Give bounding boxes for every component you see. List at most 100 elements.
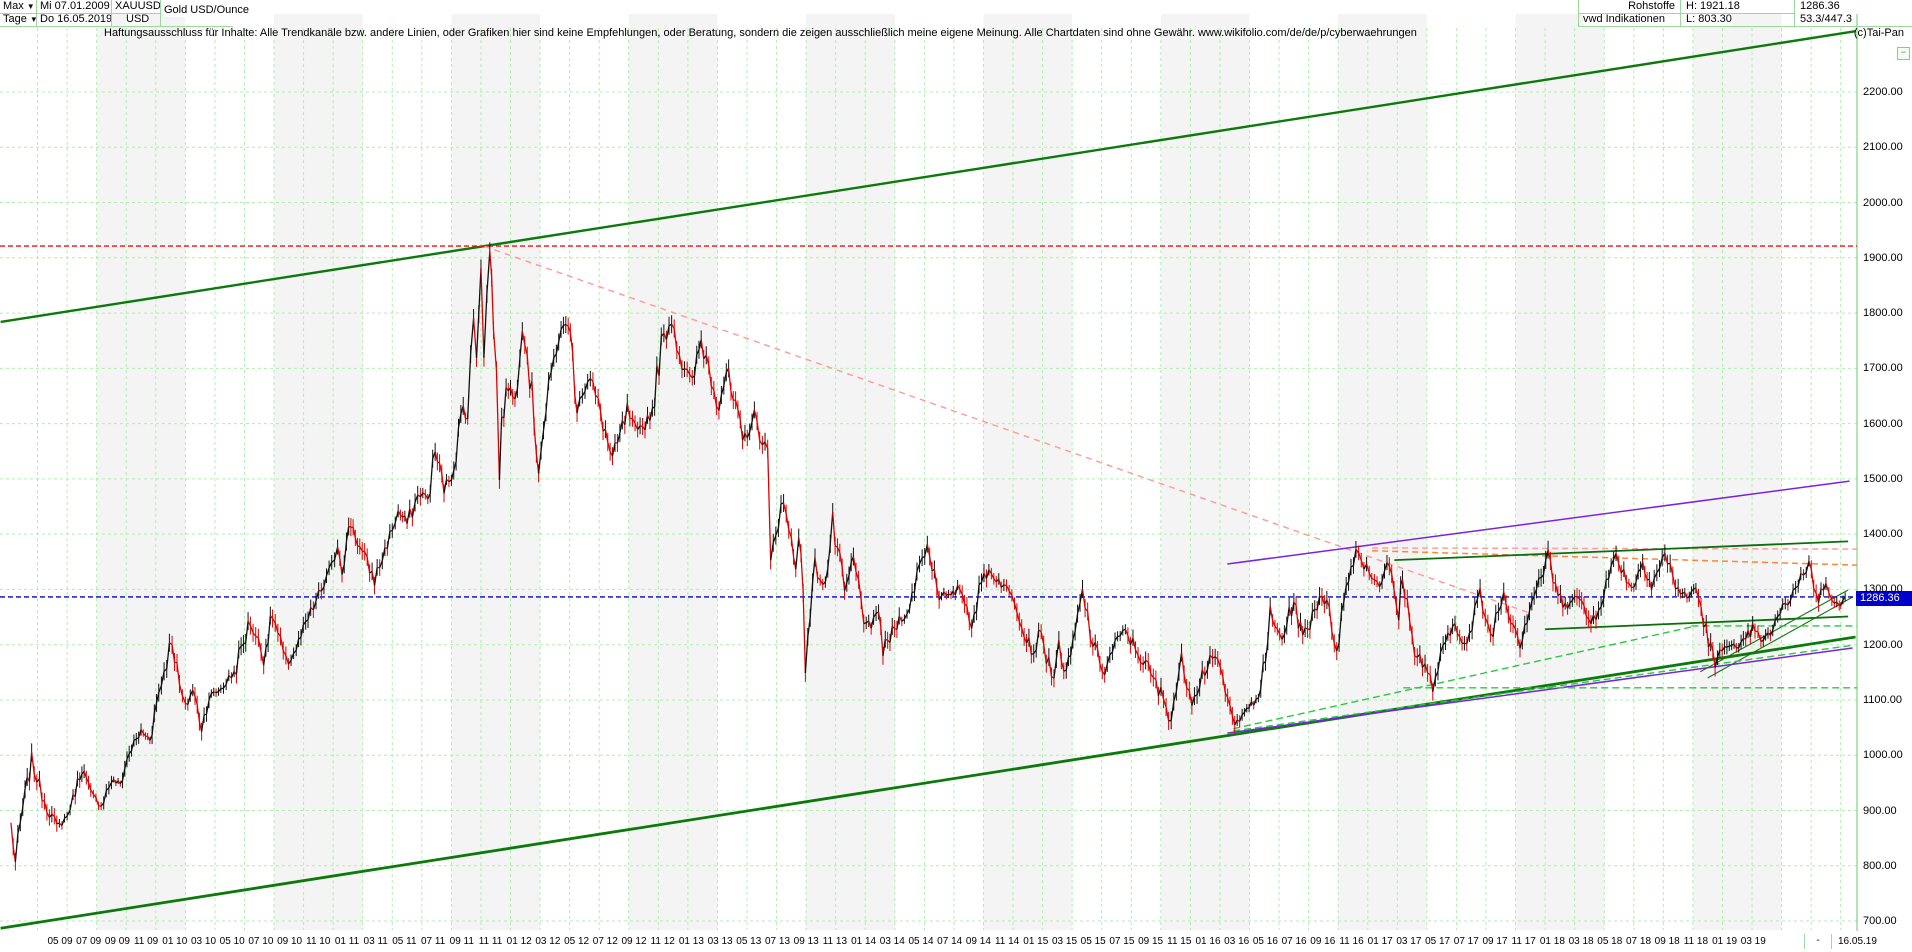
x-axis-label: 07 18 [1625,936,1652,947]
header-divider [1578,26,1912,27]
x-axis-label: 03 16 [1224,936,1250,947]
y-axis-label: 1800.00 [1863,307,1903,320]
range-dropdown[interactable]: Max ▼ [3,0,35,13]
x-axis-label: 01 18 [1539,936,1565,947]
x-axis-label: 11 09 [133,936,159,947]
currency-label: USD [126,13,150,26]
x-axis-label: 03 17 [1396,936,1422,947]
category-label: Rohstoffe [1589,0,1675,13]
x-axis-label: 03 11 [363,936,388,947]
x-axis-label: 05 15 [1080,936,1106,947]
y-axis-label: 2100.00 [1863,141,1903,154]
x-axis-label: 09 15 [1138,936,1164,947]
x-axis-label: 03 10 [190,936,217,947]
purple-channel-lower [1227,647,1853,734]
x-axis-label: 11 15 [1167,936,1192,947]
header-divider [0,13,160,14]
y-axis-label: 1200.00 [1863,638,1903,651]
x-axis-label: 09 18 [1654,936,1680,947]
year-stripe [1338,14,1427,930]
y-axis-label: 900.00 [1863,804,1897,817]
year-stripe [806,14,895,930]
x-axis-label: 03 15 [1051,936,1078,947]
copyright-label: (c)Tai-Pan [1853,27,1904,39]
year-stripe [1160,14,1250,930]
x-axis-label: 01 19 [1712,936,1738,947]
x-axis-label: 05 18 [1597,936,1623,947]
x-axis-label: 01 10 [162,936,188,947]
end-date-header: Do 16.05.2019 [40,13,113,26]
y-axis-label: 800.00 [1863,859,1897,872]
x-axis-label: 09 12 [621,936,647,947]
x-axis-label: 01 14 [851,936,877,947]
y-axis-label: 1700.00 [1863,362,1903,375]
x-axis-label: 07 10 [248,936,274,947]
steep-channel-b [1707,596,1853,679]
low-value: L: 803.30 [1686,13,1732,26]
x-axis-label: 01 11 [334,936,360,947]
disclaimer-text: Haftungsausschluss für Inhalte: Alle Tre… [104,27,1417,39]
chevron-down-icon: ▼ [26,2,35,11]
x-axis-label: 09 17 [1482,936,1508,947]
price-segment [495,370,501,480]
x-axis-label: 03 14 [879,936,905,947]
purple-channel-upper [1227,480,1850,565]
year-stripe [274,14,363,930]
y-axis-label: 1100.00 [1863,693,1902,706]
x-axis-label: 05 09 [47,936,73,947]
x-axis-label: 05 13 [736,936,762,947]
axis-minus-cell[interactable]: - [1804,934,1832,949]
y-axis-label: 2000.00 [1863,196,1903,209]
price-segment [498,416,503,480]
period-dropdown-label: Tage [3,13,27,25]
x-axis-label: 11 18 [1683,936,1709,947]
year-stripe [96,14,186,930]
period-dropdown[interactable]: Tage ▼ [3,13,38,26]
dashed-ray-shallow [1233,644,1853,732]
y-axis-label: 1400.00 [1863,528,1903,541]
x-axis-strip [0,931,1912,952]
range-dropdown-label: Max [3,0,24,12]
x-axis-label: 09 10 [277,936,303,947]
x-axis-label: 09 09 [104,936,130,947]
price-segment [480,268,485,358]
y-axis-label: 1500.00 [1863,472,1903,485]
x-axis-label: 07 11 [420,936,446,947]
x-axis-label: 03 19 [1740,936,1766,947]
current-price-badge: 1286.36 [1856,591,1912,606]
x-axis-label: 05 10 [219,936,245,947]
x-axis-label: 09 14 [965,936,991,947]
chevron-down-icon: ▼ [29,15,38,24]
x-axis-label: 05 16 [1252,936,1278,947]
y-axis-label: 2200.00 [1863,86,1903,98]
x-axis-label: 11 16 [1339,936,1364,947]
x-axis-label: 11 10 [306,936,331,947]
x-axis-label: 11 14 [994,936,1020,947]
x-axis-label: 09 16 [1310,936,1336,947]
year-stripe [983,14,1073,930]
header-divider [160,0,161,26]
y-axis-label: 1000.00 [1863,749,1903,762]
y-axis-label: 1900.00 [1863,251,1903,264]
green-resistance-2018 [1394,540,1849,562]
x-axis-label: 07 15 [1109,936,1135,947]
y-axis-label: 1600.00 [1863,417,1903,430]
high-value: H: 1921.18 [1686,0,1740,13]
x-axis-label: 03 13 [707,936,733,947]
x-axis-label: 01 15 [1023,936,1049,947]
x-axis-label: 01 12 [506,936,532,947]
y-axis-label: 700.00 [1863,915,1897,928]
x-axis-label: 07 16 [1281,936,1307,947]
x-axis-label: 07 09 [76,936,102,947]
channel-lower [0,635,1856,930]
x-axis-label: 01 16 [1195,936,1221,947]
price-segment [767,448,772,561]
year-stripe [451,14,541,930]
year-stripe [1692,14,1782,930]
channel-upper [0,30,1856,324]
legend-collapse-icon[interactable]: − [1897,47,1910,60]
x-axis-label: 09 13 [793,936,819,947]
symbol-label: XAUUSD [115,0,161,13]
